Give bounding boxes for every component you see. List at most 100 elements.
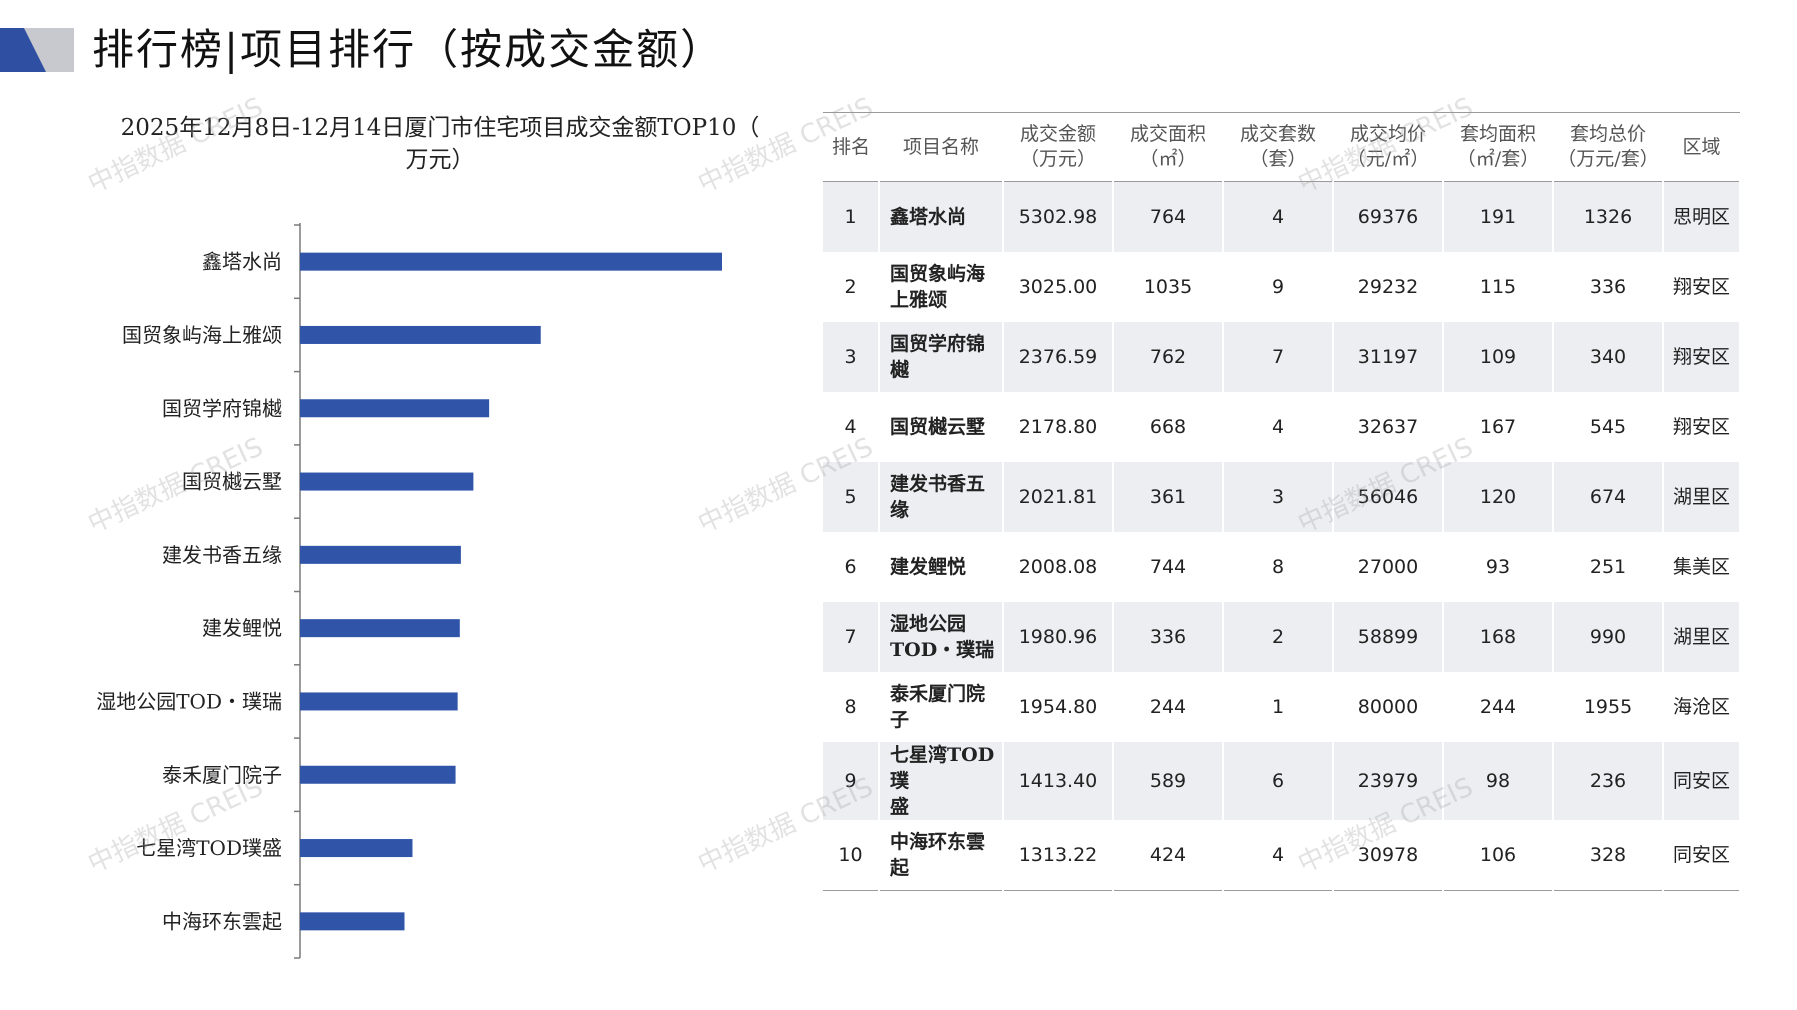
cell-avg-area: 115 <box>1443 252 1554 322</box>
cell-area: 762 <box>1113 322 1224 392</box>
bar <box>300 325 541 344</box>
project-name-line: 泰禾厦门院 <box>890 683 986 705</box>
bar <box>300 839 413 858</box>
project-name-line: 国贸象屿海 <box>890 263 986 285</box>
cell-name: 建发鲤悦 <box>879 532 1004 602</box>
cell-amount: 2376.59 <box>1003 322 1114 392</box>
table-header-cell: 套均面积 （㎡/套） <box>1443 113 1553 182</box>
header-label: 排名 <box>831 135 870 158</box>
cell-rank: 1 <box>823 181 880 252</box>
table-header-cell: 排名 <box>823 113 879 182</box>
table-header-cell: 成交套数 （套） <box>1223 113 1333 182</box>
table-row: 3 国贸学府锦樾 2376.59 762 7 31197 109 340 翔安区 <box>823 322 1741 392</box>
cell-name: 泰禾厦门院子 <box>879 672 1004 742</box>
ranking-table: 排名 项目名称 成交金额 （万元） 成交面积 （㎡） 成交套数 （套） 成交均价 （元/㎡） 套均面… <box>823 112 1741 891</box>
cell-area: 764 <box>1113 181 1224 252</box>
project-name-line: 起 <box>890 857 910 879</box>
page-title: 排行榜|项目排行（按成交金额） <box>92 25 725 74</box>
table-row: 7 湿地公园 TOD・璞瑞 1980.96 336 2 58899 168 990 湖里区 <box>823 602 1741 672</box>
cell-district: 翔安区 <box>1663 322 1741 392</box>
cell-avg-total: 990 <box>1553 602 1664 672</box>
header-label: 成交套数 <box>1239 123 1316 145</box>
cell-avg-area: 167 <box>1443 392 1554 462</box>
cell-district: 集美区 <box>1663 532 1741 602</box>
category-label: 国贸学府锦樾 <box>162 396 282 420</box>
cell-avg-area: 109 <box>1443 322 1554 392</box>
cell-rank: 8 <box>823 672 880 742</box>
project-name-line: 国贸学府锦 <box>890 333 986 355</box>
cell-amount: 1313.22 <box>1003 820 1114 891</box>
cell-amount: 1413.40 <box>1003 742 1114 820</box>
cell-avg-total: 1326 <box>1553 181 1664 252</box>
cell-area: 668 <box>1113 392 1224 462</box>
table-row: 6 建发鲤悦 2008.08 744 8 27000 93 251 集美区 <box>823 532 1741 602</box>
table-row: 5 建发书香五缘 2021.81 361 3 56046 120 674 湖里区 <box>823 462 1741 532</box>
cell-area: 589 <box>1113 742 1224 820</box>
cell-amount: 2178.80 <box>1003 392 1114 462</box>
header-label: 成交面积 <box>1129 123 1206 145</box>
category-label: 湿地公园TOD・璞瑞 <box>96 689 282 713</box>
project-name-line: 湿地公园 <box>890 613 967 635</box>
category-label: 国贸樾云墅 <box>182 470 282 494</box>
cell-amount: 1980.96 <box>1003 602 1114 672</box>
cell-name: 国贸象屿海 上雅颂 <box>879 252 1004 322</box>
cell-units: 4 <box>1223 820 1334 891</box>
cell-rank: 4 <box>823 392 880 462</box>
header-unit: （万元） <box>1019 148 1096 170</box>
cell-rank: 9 <box>823 742 880 820</box>
table-header-cell: 套均总价 （万元/套） <box>1553 113 1663 182</box>
project-name-line: 上雅颂 <box>890 289 948 311</box>
project-name-line: 七星湾TOD璞 <box>890 744 995 792</box>
cell-district: 湖里区 <box>1663 462 1741 532</box>
category-label: 七星湾TOD璞盛 <box>136 836 282 860</box>
cell-units: 6 <box>1223 742 1334 820</box>
cell-avg-total: 251 <box>1553 532 1664 602</box>
cell-name: 建发书香五缘 <box>879 462 1004 532</box>
cell-name: 湿地公园 TOD・璞瑞 <box>879 602 1004 672</box>
cell-price: 58899 <box>1333 602 1444 672</box>
cell-name: 国贸学府锦樾 <box>879 322 1004 392</box>
table-row: 1 鑫塔水尚 5302.98 764 4 69376 191 1326 思明区 <box>823 181 1741 252</box>
cell-avg-area: 98 <box>1443 742 1554 820</box>
header-unit: （元/㎡） <box>1346 148 1430 170</box>
cell-units: 2 <box>1223 602 1334 672</box>
bar-chart: 鑫塔水尚国贸象屿海上雅颂国贸学府锦樾国贸樾云墅建发书香五缘建发鲤悦湿地公园TOD… <box>96 223 722 959</box>
category-label: 建发鲤悦 <box>202 616 282 640</box>
header-label: 成交均价 <box>1349 123 1426 145</box>
cell-amount: 3025.00 <box>1003 252 1114 322</box>
header-unit: （㎡） <box>1139 148 1197 170</box>
cell-price: 30978 <box>1333 820 1444 891</box>
cell-area: 1035 <box>1113 252 1224 322</box>
project-name-line: 中海环东雲 <box>890 831 986 853</box>
project-name-line: TOD・璞瑞 <box>890 639 995 661</box>
cell-name: 国贸樾云墅 <box>879 392 1004 462</box>
header-label: 套均总价 <box>1569 123 1646 145</box>
cell-price: 29232 <box>1333 252 1444 322</box>
cell-area: 336 <box>1113 602 1224 672</box>
category-label: 中海环东雲起 <box>162 909 282 933</box>
cell-avg-total: 545 <box>1553 392 1664 462</box>
header-label: 项目名称 <box>902 135 979 158</box>
category-label: 建发书香五缘 <box>162 543 282 567</box>
cell-district: 思明区 <box>1663 181 1741 252</box>
bar <box>300 692 458 711</box>
cell-rank: 3 <box>823 322 880 392</box>
cell-price: 69376 <box>1333 181 1444 252</box>
cell-area: 744 <box>1113 532 1224 602</box>
cell-rank: 10 <box>823 820 880 891</box>
cell-rank: 2 <box>823 252 880 322</box>
cell-district: 海沧区 <box>1663 672 1741 742</box>
cell-district: 同安区 <box>1663 820 1741 891</box>
cell-price: 23979 <box>1333 742 1444 820</box>
bar <box>300 472 474 491</box>
cell-units: 4 <box>1223 181 1334 252</box>
cell-amount: 2008.08 <box>1003 532 1114 602</box>
cell-avg-total: 236 <box>1553 742 1664 820</box>
cell-avg-area: 93 <box>1443 532 1554 602</box>
cell-district: 湖里区 <box>1663 602 1741 672</box>
project-name-line: 鑫塔水尚 <box>890 206 967 228</box>
chart-title: 2025年12月8日-12月14日厦门市住宅项目成交金额TOP10（ 万元） <box>80 112 800 176</box>
table-header-row: 排名 项目名称 成交金额 （万元） 成交面积 （㎡） 成交套数 （套） 成交均价 （元/㎡） 套均面… <box>823 112 1740 182</box>
cell-units: 1 <box>1223 672 1334 742</box>
table-row: 9 七星湾TOD璞盛 1413.40 589 6 23979 98 236 同安区 <box>823 742 1741 820</box>
